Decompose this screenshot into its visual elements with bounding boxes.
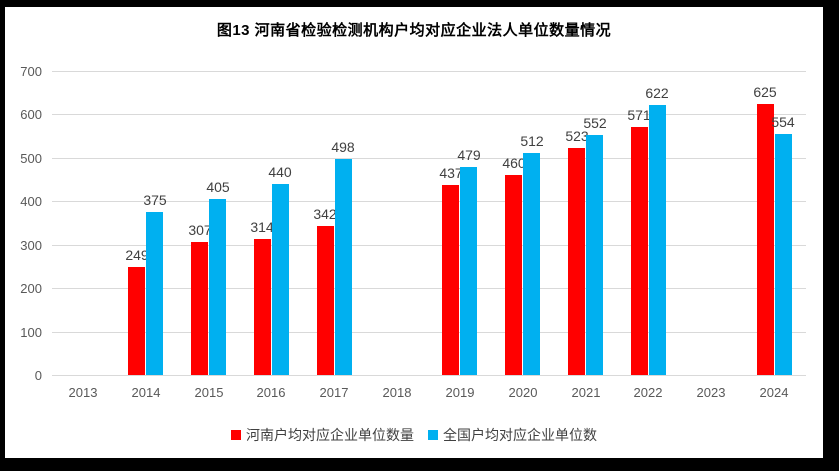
x-tick-label-2020: 2020 bbox=[508, 385, 538, 400]
gridline-600 bbox=[52, 114, 806, 115]
x-tick-label-2013: 2013 bbox=[68, 385, 98, 400]
data-label-national-2017: 498 bbox=[331, 139, 355, 155]
plot-area: 0 100 200 300 400 500 600 700 2013 2014 249 375 2015… bbox=[5, 7, 823, 458]
bar-national-2019 bbox=[460, 167, 477, 375]
gridline-100 bbox=[52, 332, 806, 333]
bar-national-2024 bbox=[775, 134, 792, 375]
data-label-henan-2015: 307 bbox=[188, 222, 212, 238]
legend-item-national: 全国户均对应企业单位数 bbox=[428, 425, 597, 445]
bar-national-2021 bbox=[586, 135, 603, 375]
legend-label-henan: 河南户均对应企业单位数量 bbox=[246, 427, 414, 443]
bar-national-2017 bbox=[335, 159, 352, 375]
y-tick-label-100: 100 bbox=[20, 325, 42, 340]
chart-panel: 图13 河南省检验检测机构户均对应企业法人单位数量情况 0 100 200 300 40… bbox=[5, 7, 823, 458]
legend-item-henan: 河南户均对应企业单位数量 bbox=[231, 425, 414, 445]
bar-national-2020 bbox=[523, 153, 540, 375]
bar-henan-2017 bbox=[317, 226, 334, 375]
data-label-national-2022: 622 bbox=[645, 85, 669, 101]
data-label-henan-2014: 249 bbox=[125, 247, 149, 263]
x-tick-label-2016: 2016 bbox=[256, 385, 286, 400]
bar-henan-2015 bbox=[191, 242, 208, 375]
bar-henan-2020 bbox=[505, 175, 522, 375]
legend-swatch-national-icon bbox=[428, 430, 438, 440]
data-label-national-2014: 375 bbox=[143, 192, 167, 208]
gridline-400 bbox=[52, 201, 806, 202]
data-label-henan-2021: 523 bbox=[565, 128, 589, 144]
gridline-0 bbox=[52, 375, 806, 376]
legend: 河南户均对应企业单位数量 全国户均对应企业单位数 bbox=[5, 425, 823, 445]
gridline-500 bbox=[52, 158, 806, 159]
x-tick-label-2019: 2019 bbox=[445, 385, 475, 400]
data-label-henan-2024: 625 bbox=[753, 84, 777, 100]
legend-swatch-henan-icon bbox=[231, 430, 241, 440]
bar-henan-2024 bbox=[757, 104, 774, 375]
bar-national-2014 bbox=[146, 212, 163, 375]
gridline-300 bbox=[52, 245, 806, 246]
y-tick-label-700: 700 bbox=[20, 64, 42, 79]
x-tick-label-2015: 2015 bbox=[194, 385, 224, 400]
bar-henan-2019 bbox=[442, 185, 459, 375]
bar-national-2016 bbox=[272, 184, 289, 375]
x-tick-label-2021: 2021 bbox=[571, 385, 601, 400]
data-label-henan-2017: 342 bbox=[313, 206, 337, 222]
data-label-national-2016: 440 bbox=[268, 164, 292, 180]
gridline-700 bbox=[52, 71, 806, 72]
x-tick-label-2014: 2014 bbox=[131, 385, 161, 400]
data-label-henan-2020: 460 bbox=[502, 155, 526, 171]
x-tick-label-2018: 2018 bbox=[382, 385, 412, 400]
x-tick-label-2024: 2024 bbox=[759, 385, 789, 400]
y-tick-label-200: 200 bbox=[20, 281, 42, 296]
data-label-national-2020: 512 bbox=[520, 133, 544, 149]
chart-title: 图13 河南省检验检测机构户均对应企业法人单位数量情况 bbox=[216, 22, 612, 39]
data-label-henan-2022: 571 bbox=[627, 107, 651, 123]
data-label-national-2015: 405 bbox=[206, 179, 230, 195]
bar-henan-2021 bbox=[568, 148, 585, 375]
y-tick-label-400: 400 bbox=[20, 194, 42, 209]
bar-national-2015 bbox=[209, 199, 226, 375]
y-tick-label-500: 500 bbox=[20, 151, 42, 166]
bar-henan-2022 bbox=[631, 127, 648, 375]
legend-label-national: 全国户均对应企业单位数 bbox=[443, 427, 597, 443]
data-label-henan-2016: 314 bbox=[250, 219, 274, 235]
y-tick-label-0: 0 bbox=[34, 368, 42, 383]
gridline-200 bbox=[52, 288, 806, 289]
x-tick-label-2023: 2023 bbox=[696, 385, 726, 400]
data-label-national-2024: 554 bbox=[771, 114, 795, 130]
x-tick-label-2022: 2022 bbox=[633, 385, 663, 400]
data-label-national-2019: 479 bbox=[457, 147, 481, 163]
x-tick-label-2017: 2017 bbox=[319, 385, 349, 400]
bar-national-2022 bbox=[649, 105, 666, 375]
y-tick-label-300: 300 bbox=[20, 238, 42, 253]
bar-henan-2016 bbox=[254, 239, 271, 375]
data-label-national-2021: 552 bbox=[583, 115, 607, 131]
data-label-henan-2019: 437 bbox=[439, 165, 463, 181]
bar-henan-2014 bbox=[128, 267, 145, 375]
y-tick-label-600: 600 bbox=[20, 107, 42, 122]
